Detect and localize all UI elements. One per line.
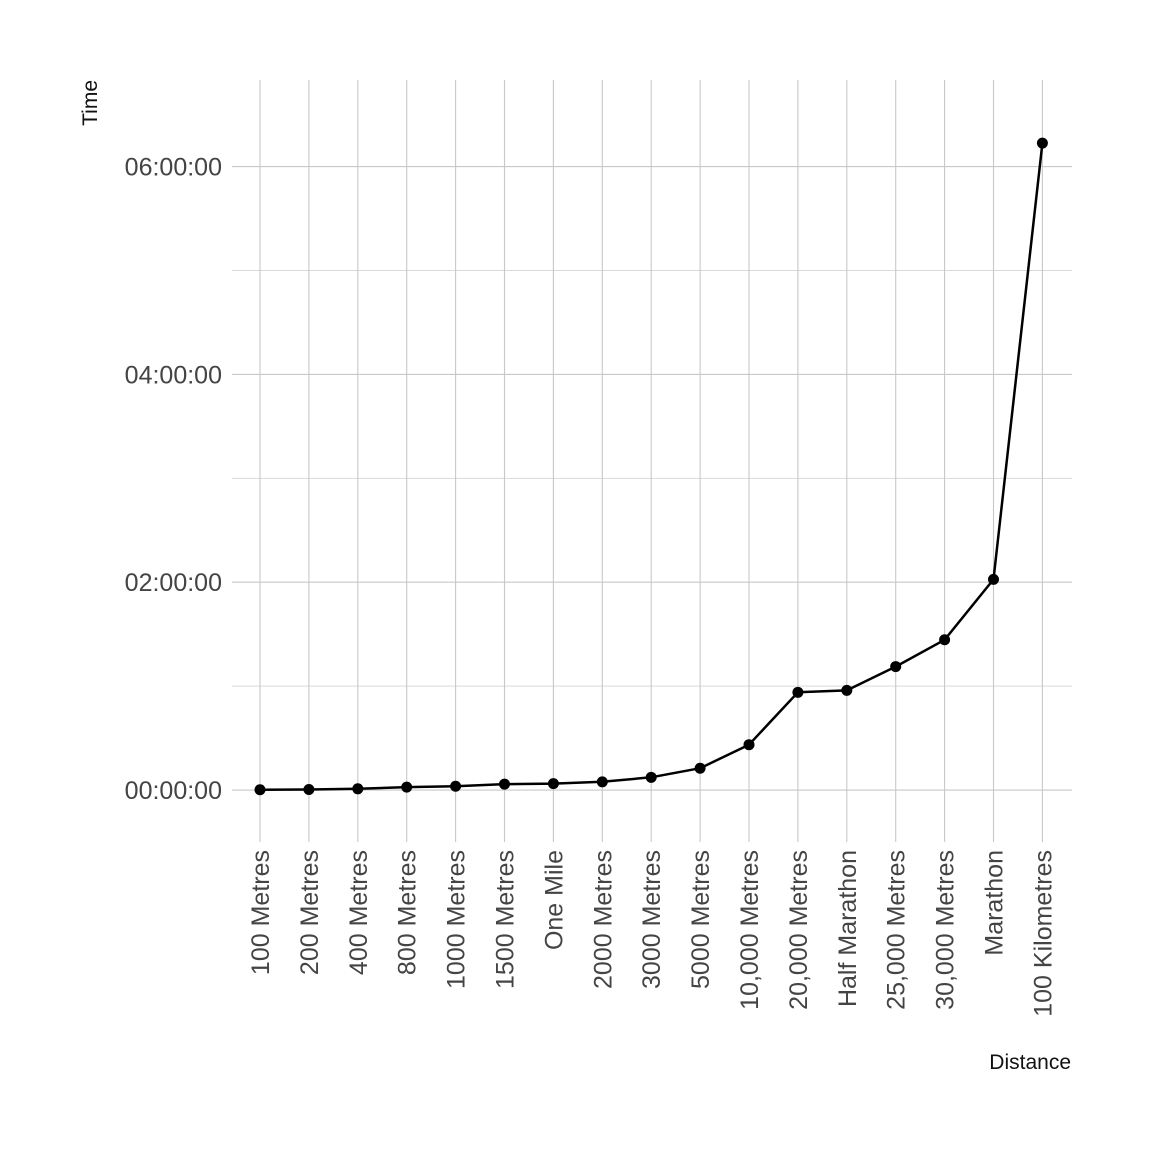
data-point (645, 771, 657, 783)
y-tick-label: 02:00:00 (125, 569, 222, 597)
data-point (1036, 137, 1048, 149)
data-point (254, 784, 266, 796)
data-point (841, 684, 853, 696)
x-tick-label: 400 Metres (345, 850, 373, 975)
data-point (547, 778, 559, 790)
x-tick-label: Marathon (981, 850, 1009, 956)
x-tick-label: 1500 Metres (492, 850, 520, 989)
grid (232, 80, 1072, 842)
x-axis-title: Distance (989, 1051, 1071, 1074)
y-axis-ticks: 00:00:00 02:00:00 04:00:00 06:00:00 (125, 154, 222, 805)
data-point (596, 776, 608, 788)
x-tick-label: 1000 Metres (443, 850, 471, 989)
x-tick-label: 2000 Metres (589, 850, 617, 989)
data-point (694, 762, 706, 774)
y-tick-label: 06:00:00 (125, 154, 222, 182)
data-point (450, 780, 462, 792)
data-point (499, 778, 510, 790)
x-tick-label: Half Marathon (834, 850, 862, 1007)
x-axis-ticks: 100 Metres 200 Metres 400 Metres 800 Metres… (247, 850, 1057, 1017)
series (254, 137, 1048, 796)
x-tick-label: 3000 Metres (638, 850, 666, 989)
x-tick-label: 10,000 Metres (736, 850, 764, 1010)
x-tick-label: 800 Metres (394, 850, 422, 975)
data-point (792, 686, 804, 698)
y-tick-label: 00:00:00 (125, 777, 222, 805)
data-point (352, 783, 364, 795)
data-point (988, 573, 999, 585)
data-point (303, 783, 315, 795)
x-tick-label: 30,000 Metres (932, 850, 960, 1010)
x-tick-label: 100 Kilometres (1029, 850, 1057, 1017)
x-tick-label: 25,000 Metres (883, 850, 911, 1010)
y-axis-title: Time (79, 80, 102, 126)
data-point (939, 634, 951, 646)
x-tick-label: 100 Metres (247, 850, 275, 975)
y-tick-label: 04:00:00 (125, 361, 222, 389)
x-tick-label: One Mile (540, 850, 568, 950)
data-point (401, 781, 413, 793)
x-tick-label: 200 Metres (296, 850, 324, 975)
x-tick-label: 5000 Metres (687, 850, 715, 989)
data-point (890, 661, 902, 673)
x-tick-label: 20,000 Metres (785, 850, 813, 1010)
data-point (743, 739, 755, 751)
